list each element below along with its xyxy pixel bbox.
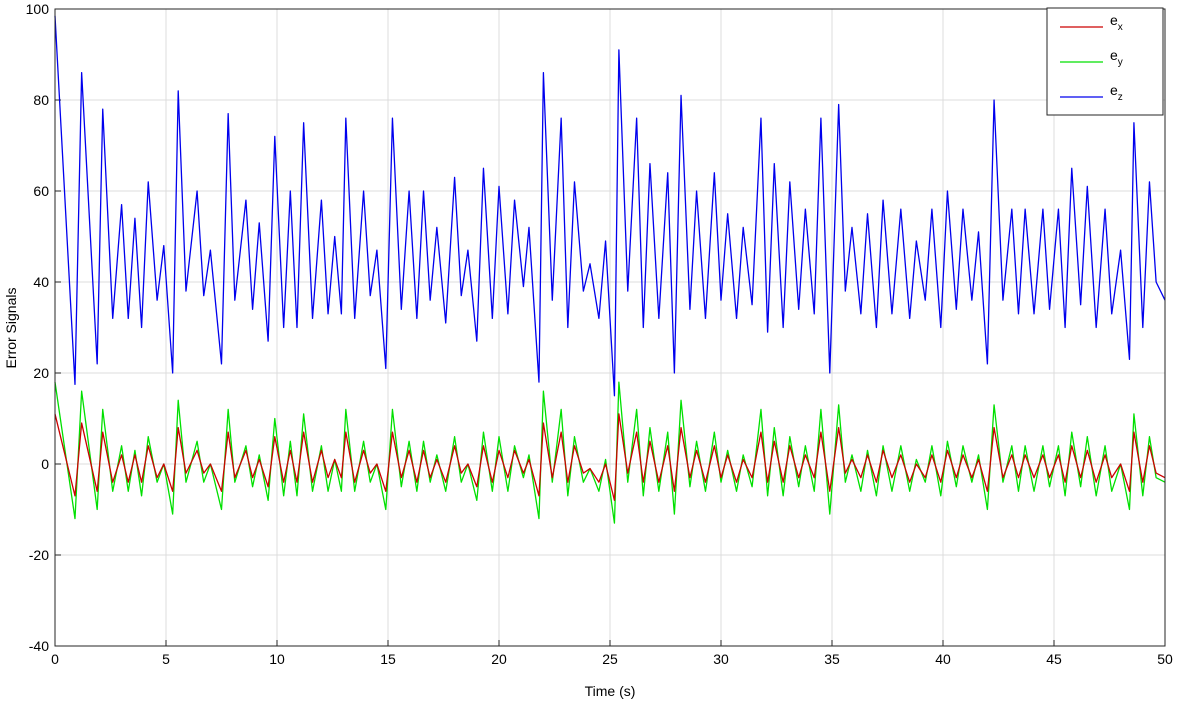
x-tick-label: 45 (1046, 651, 1062, 667)
x-tick-label: 10 (269, 651, 285, 667)
x-axis-label: Time (s) (585, 683, 636, 699)
x-tick-label: 30 (713, 651, 729, 667)
x-tick-label: 0 (51, 651, 59, 667)
x-tick-label: 35 (824, 651, 840, 667)
series-line (54, 15, 1166, 397)
axes-box (54, 8, 1166, 647)
legend-label: ey (1110, 47, 1123, 68)
x-tick-label: 25 (602, 651, 618, 667)
y-tick-label: 60 (33, 183, 49, 199)
y-tick-label: 100 (26, 1, 50, 17)
series-line (54, 413, 1166, 502)
legend: ex ey ez (1046, 7, 1164, 116)
y-tick-label: 40 (33, 274, 49, 290)
y-tick-label: 20 (33, 365, 49, 381)
legend-label: ez (1110, 82, 1123, 103)
legend-label: ex (1110, 12, 1123, 33)
x-tick-label: 5 (162, 651, 170, 667)
y-tick-label: 0 (41, 456, 49, 472)
y-tick-label: -20 (29, 547, 49, 563)
x-tick-label: 50 (1157, 651, 1173, 667)
y-tick-label: 80 (33, 92, 49, 108)
y-tick-label: -40 (29, 638, 49, 654)
x-tick-label: 20 (491, 651, 507, 667)
y-axis-label: Error Signals (3, 288, 19, 369)
x-tick-label: 40 (935, 651, 951, 667)
plot-lines (54, 15, 1166, 524)
x-tick-label: 15 (380, 651, 396, 667)
